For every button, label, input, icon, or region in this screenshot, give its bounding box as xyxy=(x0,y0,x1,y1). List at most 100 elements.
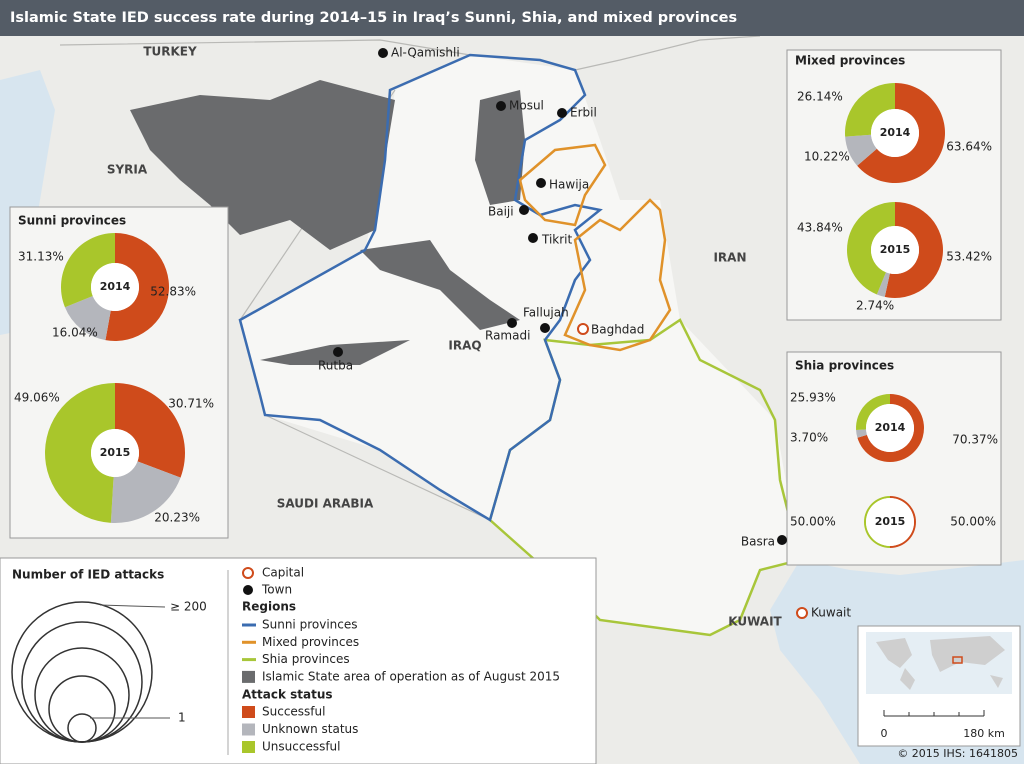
pie-value-label: 2.74% xyxy=(856,299,894,313)
pie-slice xyxy=(847,202,895,295)
country-label: IRAN xyxy=(713,251,746,265)
capital-label: Baghdad xyxy=(591,323,644,337)
pie-hole xyxy=(866,404,914,452)
town-label: Tikrit xyxy=(541,233,573,247)
pie-year: 2015 xyxy=(875,515,906,528)
pie-value-label: 50.00% xyxy=(950,515,996,529)
pie-value-label: 26.14% xyxy=(797,90,843,104)
scale-end: 180 km xyxy=(963,727,1005,740)
town-dot xyxy=(540,323,550,333)
size-circle xyxy=(67,713,97,743)
town-label: Baiji xyxy=(488,205,514,219)
pie-value-label: 43.84% xyxy=(797,221,843,235)
pie-slice xyxy=(857,83,945,183)
pie-slice xyxy=(61,233,115,308)
capital-symbol xyxy=(577,323,589,335)
town-dot xyxy=(557,108,567,118)
pie-value-label: 70.37% xyxy=(952,433,998,447)
size-label: 1 xyxy=(178,711,186,725)
panel-title: Mixed provinces xyxy=(795,54,905,68)
pie-hole xyxy=(91,263,139,311)
pie-hole xyxy=(866,498,914,546)
pie-value-label: 31.13% xyxy=(18,250,64,264)
pie-slice xyxy=(115,383,185,478)
pie-year: 2014 xyxy=(875,421,906,434)
town-dot xyxy=(528,233,538,243)
scale-start: 0 xyxy=(881,727,888,740)
town-dot xyxy=(777,535,787,545)
legend-label: Mixed provinces xyxy=(262,635,359,649)
town-dot xyxy=(536,178,546,188)
capital-label: Kuwait xyxy=(811,606,851,620)
pie-slice xyxy=(845,83,896,137)
inset-land xyxy=(876,636,1005,690)
scale-bar xyxy=(883,710,985,717)
legend-town xyxy=(243,585,253,595)
panel-title: Shia provinces xyxy=(795,359,894,373)
size-label: ≥ 200 xyxy=(170,600,207,614)
legend-box xyxy=(0,557,597,764)
pie-slice xyxy=(876,272,890,297)
pie-value-label: 3.70% xyxy=(790,431,828,445)
legend-label: Islamic State area of operation as of Au… xyxy=(262,669,560,683)
town-label: Hawija xyxy=(549,178,589,192)
country-label: KUWAIT xyxy=(728,615,782,629)
legend-label: Successful xyxy=(262,705,325,719)
pie-slice xyxy=(856,429,868,438)
pie-slice xyxy=(110,461,181,523)
is-area xyxy=(475,90,525,205)
pie-value-label: 52.83% xyxy=(150,285,196,299)
pie-value-label: 10.22% xyxy=(804,150,850,164)
pie-value-label: 16.04% xyxy=(52,326,98,340)
inset-locator xyxy=(952,656,963,664)
sunni-outline xyxy=(238,53,603,522)
town-label: Rutba xyxy=(318,359,353,373)
legend-label: Unsuccessful xyxy=(262,740,341,754)
is-area xyxy=(130,80,395,250)
pie-year: 2014 xyxy=(880,126,911,139)
legend-label: Sunni provinces xyxy=(262,618,357,632)
pie-slice xyxy=(857,394,925,462)
legend-swatch xyxy=(242,706,255,718)
is-area xyxy=(360,240,520,330)
town-label: Al-Qamishli xyxy=(391,46,460,60)
country-label: TURKEY xyxy=(143,45,197,59)
legend-header: Regions xyxy=(242,600,296,614)
country-label: SYRIA xyxy=(107,163,148,177)
pie-slice xyxy=(845,134,877,166)
pie-slice xyxy=(45,383,116,523)
pie-value-label: 49.06% xyxy=(14,391,60,405)
legend-label: Town xyxy=(261,583,292,597)
pie-year: 2015 xyxy=(880,243,911,256)
town-label: Mosul xyxy=(509,99,544,113)
pie-slice xyxy=(856,394,890,430)
town-dot xyxy=(333,347,343,357)
panel-title: Sunni provinces xyxy=(18,214,126,228)
town-dot xyxy=(496,101,506,111)
legend-label: Shia provinces xyxy=(262,652,350,666)
country-label: IRAQ xyxy=(448,339,481,353)
pie-value-label: 50.00% xyxy=(790,515,836,529)
title: Islamic State IED success rate during 20… xyxy=(10,10,737,26)
pie-year: 2015 xyxy=(100,446,131,459)
town-label: Erbil xyxy=(570,106,597,120)
legend-header: Attack status xyxy=(242,688,333,702)
legend-capital xyxy=(242,567,254,579)
country-label: SAUDI ARABIA xyxy=(277,497,374,511)
pie-value-label: 25.93% xyxy=(790,391,836,405)
legend-swatch xyxy=(242,670,255,683)
town-label: Ramadi xyxy=(485,329,530,343)
town-dot xyxy=(519,205,529,215)
pie-hole xyxy=(871,109,919,157)
legend-label: Capital xyxy=(262,566,304,580)
pie-hole xyxy=(871,226,919,274)
size-leader xyxy=(99,604,166,608)
pie-value-label: 53.42% xyxy=(946,250,992,264)
pie-value-label: 30.71% xyxy=(168,397,214,411)
size-title: Number of IED attacks xyxy=(12,568,164,582)
legend-label: Unknown status xyxy=(262,722,358,736)
pie-slice xyxy=(105,233,170,342)
pie-value-label: 20.23% xyxy=(154,511,200,525)
legend-swatch xyxy=(242,723,255,736)
